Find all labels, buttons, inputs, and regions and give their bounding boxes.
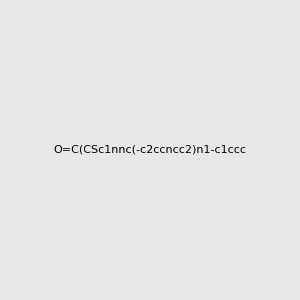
Text: O=C(CSc1nnc(-c2ccncc2)n1-c1ccc: O=C(CSc1nnc(-c2ccncc2)n1-c1ccc (53, 145, 247, 155)
